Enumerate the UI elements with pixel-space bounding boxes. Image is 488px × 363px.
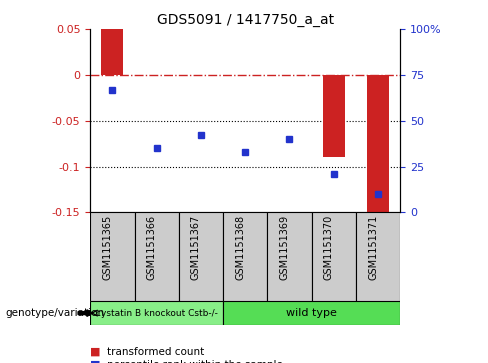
Text: GSM1151367: GSM1151367 [191,215,201,280]
Text: percentile rank within the sample: percentile rank within the sample [107,360,283,363]
Bar [90,212,135,301]
Text: GSM1151369: GSM1151369 [280,215,289,280]
Bar [356,212,400,301]
Title: GDS5091 / 1417750_a_at: GDS5091 / 1417750_a_at [157,13,334,26]
Text: GSM1151371: GSM1151371 [368,215,378,280]
Bar [90,301,223,325]
Bar [367,75,389,217]
Text: cystatin B knockout Cstb-/-: cystatin B knockout Cstb-/- [96,309,218,318]
Text: ■: ■ [90,347,101,357]
Text: GSM1151366: GSM1151366 [147,215,157,280]
Text: GSM1151365: GSM1151365 [102,215,112,280]
Text: genotype/variation: genotype/variation [5,308,104,318]
Bar [323,75,345,158]
Bar [102,29,123,75]
Bar [179,212,223,301]
Text: transformed count: transformed count [107,347,204,357]
Bar [223,212,267,301]
Text: wild type: wild type [286,308,337,318]
Bar [312,212,356,301]
Text: GSM1151370: GSM1151370 [324,215,334,280]
Bar [135,212,179,301]
Bar [223,301,400,325]
Text: ■: ■ [90,360,101,363]
Text: GSM1151368: GSM1151368 [235,215,245,280]
Bar [267,212,312,301]
